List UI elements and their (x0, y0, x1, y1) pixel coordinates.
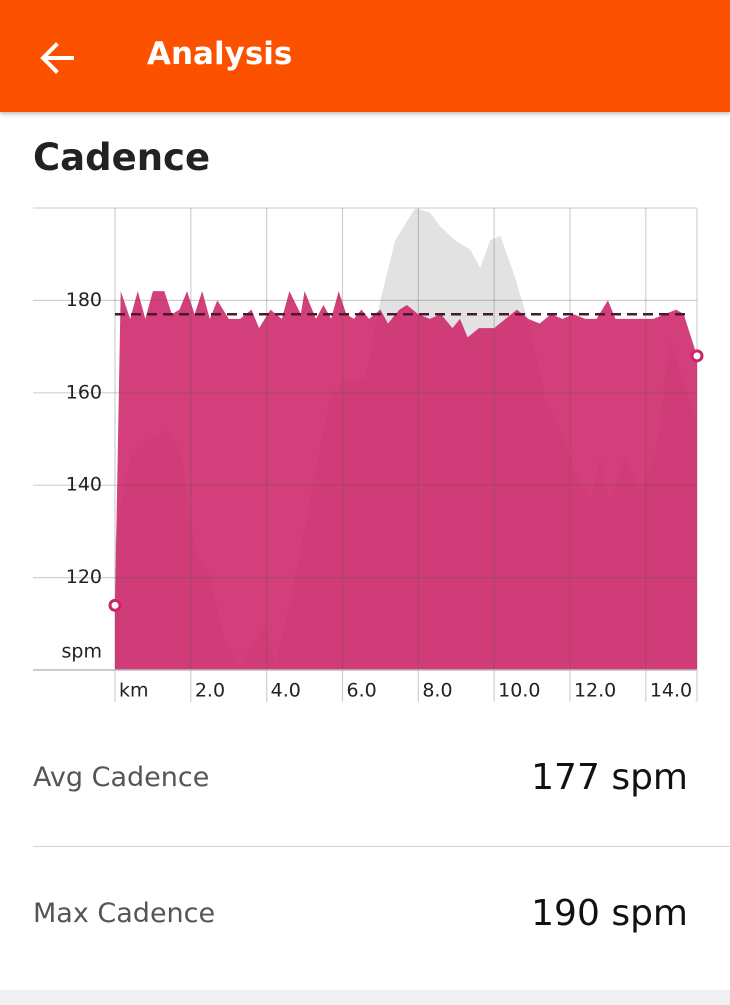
stat-label: Max Cadence (33, 898, 216, 929)
stat-value: 177 spm (531, 757, 688, 798)
section-title: Cadence (33, 136, 211, 179)
endpoint-marker (108, 598, 122, 612)
y-unit: spm (62, 641, 102, 663)
back-arrow (40, 42, 74, 74)
stat-label: Avg Cadence (33, 762, 210, 793)
endpoint-marker (690, 349, 704, 363)
cadence-area (115, 291, 697, 670)
x-tick-label: 4.0 (271, 680, 301, 702)
divider (33, 846, 730, 847)
footer-strip (0, 990, 730, 1005)
y-tick-label: 120 (66, 566, 102, 588)
y-tick-label: 180 (66, 289, 102, 311)
x-tick-label: 2.0 (195, 680, 225, 702)
x-tick-label: 8.0 (422, 680, 452, 702)
stat-value: 190 spm (531, 893, 688, 934)
x-tick-label: km (119, 680, 149, 702)
top-bar: Analysis (0, 0, 730, 112)
x-tick-label: 14.0 (650, 680, 692, 702)
page-title: Analysis (147, 36, 293, 72)
x-tick-label: 12.0 (574, 680, 616, 702)
chart: spm 120 140 160 180 km 2.0 4.0 6.0 8.0 10.0 12.0 14… (33, 207, 704, 702)
y-tick-label: 160 (66, 381, 102, 403)
y-tick-label: 140 (66, 474, 102, 496)
x-tick-label: 10.0 (498, 680, 540, 702)
x-tick-label: 6.0 (346, 680, 376, 702)
back-button[interactable] (38, 38, 78, 78)
